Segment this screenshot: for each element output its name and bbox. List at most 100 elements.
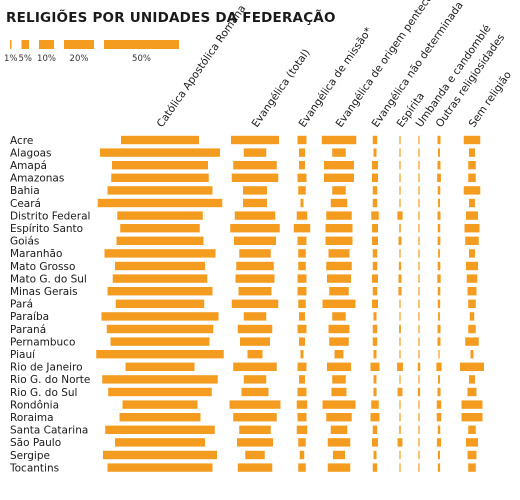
- bar-evangelica-de-missao-roraima: [297, 413, 307, 422]
- bar-evangelica-de-origem-pentecostal-tocantins: [327, 463, 351, 472]
- bar-evangelica-nao-determinada-amapa: [372, 161, 378, 170]
- state-label-alagoas: Alagoas: [10, 147, 52, 159]
- bar-umbanda-e-candomble-piaui: [418, 350, 420, 359]
- state-label-para: Pará: [10, 299, 33, 311]
- bar-evangelica-de-missao-tocantins: [298, 463, 306, 472]
- bar-catolica-apostolica-romana-amapa: [112, 161, 208, 170]
- bar-catolica-apostolica-romana-bahia: [107, 186, 213, 195]
- state-label-rio-de-janeiro: Rio de Janeiro: [10, 362, 83, 374]
- bar-umbanda-e-candomble-goias: [418, 236, 420, 245]
- bar-evangelica-de-missao-mato-g-do-sul: [297, 274, 307, 283]
- bar-evangelica-total-espirito-santo: [230, 224, 280, 233]
- bar-evangelica-de-missao-para: [298, 299, 306, 308]
- bar-espirita-amazonas: [399, 173, 401, 182]
- bar-espirita-amapa: [399, 161, 401, 170]
- state-label-pernambuco: Pernambuco: [10, 336, 75, 348]
- bar-sem-religiao-rio-de-janeiro: [460, 362, 484, 371]
- bar-catolica-apostolica-romana-goias: [116, 236, 204, 245]
- bar-outras-religiosidades-piaui: [438, 350, 440, 359]
- bar-evangelica-nao-determinada-paraiba: [373, 312, 377, 321]
- bar-sem-religiao-amazonas: [468, 173, 476, 182]
- bar-catolica-apostolica-romana-rondonia: [122, 400, 198, 409]
- bar-evangelica-de-missao-bahia: [298, 186, 306, 195]
- bar-catolica-apostolica-romana-sergipe: [103, 450, 217, 460]
- bar-catolica-apostolica-romana-parana: [106, 324, 214, 334]
- bar-catolica-apostolica-romana-rio-g-do-norte: [102, 375, 218, 384]
- bar-evangelica-total-maranhao: [239, 249, 271, 258]
- bar-evangelica-de-missao-distrito-federal: [296, 211, 308, 220]
- bar-evangelica-total-mato-g-do-sul: [235, 274, 275, 283]
- bar-evangelica-nao-determinada-rio-de-janeiro: [370, 362, 380, 371]
- bar-espirita-tocantins: [399, 463, 401, 472]
- bar-outras-religiosidades-paraiba: [438, 312, 440, 321]
- bar-evangelica-de-origem-pentecostal-para: [322, 299, 356, 308]
- bar-evangelica-de-missao-minas-gerais: [297, 287, 307, 296]
- bar-catolica-apostolica-romana-pernambuco: [110, 337, 210, 346]
- bar-evangelica-de-origem-pentecostal-rio-g-do-sul: [331, 387, 347, 397]
- state-label-parana: Paraná: [10, 324, 46, 336]
- bar-evangelica-de-origem-pentecostal-rio-de-janeiro: [327, 362, 351, 371]
- bar-evangelica-total-sergipe: [245, 450, 265, 460]
- bar-evangelica-de-origem-pentecostal-bahia: [332, 186, 346, 195]
- state-label-tocantins: Tocantins: [9, 462, 59, 474]
- legend-label-20: 20%: [70, 54, 89, 64]
- bar-umbanda-e-candomble-santa-catarina: [418, 425, 420, 434]
- bar-catolica-apostolica-romana-paraiba: [101, 312, 219, 321]
- bar-evangelica-de-missao-amazonas: [297, 173, 307, 182]
- bar-outras-religiosidades-acre: [437, 135, 441, 145]
- bar-evangelica-de-origem-pentecostal-goias: [325, 236, 353, 245]
- bar-umbanda-e-candomble-minas-gerais: [418, 287, 420, 296]
- state-label-amapa: Amapá: [10, 160, 47, 172]
- bar-espirita-roraima: [399, 413, 401, 422]
- state-label-mato-g-do-sul: Mato G. do Sul: [10, 273, 87, 285]
- bar-evangelica-de-origem-pentecostal-espirito-santo: [325, 224, 353, 233]
- bar-umbanda-e-candomble-mato-grosso: [418, 261, 420, 271]
- bar-sem-religiao-mato-grosso: [466, 261, 478, 271]
- bar-sem-religiao-amapa: [468, 161, 476, 170]
- bar-evangelica-de-origem-pentecostal-amazonas: [324, 173, 354, 182]
- bar-umbanda-e-candomble-parana: [418, 324, 420, 334]
- bar-evangelica-nao-determinada-espirito-santo: [372, 224, 378, 233]
- bar-evangelica-nao-determinada-mato-g-do-sul: [372, 274, 378, 283]
- bar-espirita-ceara: [399, 198, 401, 208]
- bar-evangelica-nao-determinada-sao-paulo: [372, 438, 378, 447]
- bar-evangelica-de-missao-acre: [297, 135, 307, 145]
- bar-evangelica-de-missao-rio-g-do-norte: [299, 375, 305, 384]
- bar-evangelica-total-rio-g-do-sul: [241, 387, 269, 397]
- bar-espirita-pernambuco: [399, 337, 401, 346]
- bar-evangelica-de-origem-pentecostal-minas-gerais: [329, 287, 349, 296]
- bar-umbanda-e-candomble-amapa: [418, 161, 420, 170]
- bar-sem-religiao-ceara: [469, 198, 475, 208]
- column-headers: Católica Apostólica Romana Evangélica (to…: [155, 0, 514, 130]
- bar-evangelica-de-missao-mato-grosso: [298, 261, 306, 271]
- bar-umbanda-e-candomble-distrito-federal: [418, 211, 420, 220]
- bar-evangelica-de-origem-pentecostal-roraima: [326, 413, 352, 422]
- bar-evangelica-total-rondonia: [229, 400, 281, 409]
- bar-evangelica-total-parana: [237, 324, 273, 334]
- state-label-rio-g-do-norte: Rio G. do Norte: [10, 374, 90, 386]
- bar-outras-religiosidades-maranhao: [438, 249, 440, 258]
- bar-evangelica-nao-determinada-pernambuco: [372, 337, 378, 346]
- bar-evangelica-total-acre: [231, 135, 279, 145]
- bar-evangelica-de-origem-pentecostal-ceara: [330, 198, 348, 208]
- bar-sem-religiao-espirito-santo: [464, 224, 480, 233]
- bar-evangelica-de-missao-goias: [297, 236, 307, 245]
- bar-sem-religiao-mato-g-do-sul: [466, 274, 478, 283]
- bar-evangelica-nao-determinada-goias: [372, 236, 378, 245]
- bar-sem-religiao-rio-g-do-norte: [469, 375, 475, 384]
- bar-evangelica-de-origem-pentecostal-sergipe: [333, 450, 345, 460]
- bar-evangelica-de-origem-pentecostal-sao-paulo: [327, 438, 351, 447]
- bar-evangelica-total-sao-paulo: [237, 438, 273, 447]
- bar-outras-religiosidades-mato-grosso: [437, 261, 441, 271]
- bar-evangelica-nao-determinada-piaui: [373, 350, 377, 359]
- bar-sem-religiao-tocantins: [468, 463, 476, 472]
- bar-evangelica-nao-determinada-acre: [372, 135, 378, 145]
- bar-umbanda-e-candomble-para: [418, 299, 420, 308]
- bar-espirita-alagoas: [399, 148, 401, 157]
- bar-espirita-mato-grosso: [398, 261, 402, 271]
- bar-evangelica-total-pernambuco: [240, 337, 270, 346]
- legend-label-10: 10%: [37, 54, 56, 64]
- legend-bar-50: [104, 40, 179, 49]
- bar-espirita-piaui: [399, 350, 401, 359]
